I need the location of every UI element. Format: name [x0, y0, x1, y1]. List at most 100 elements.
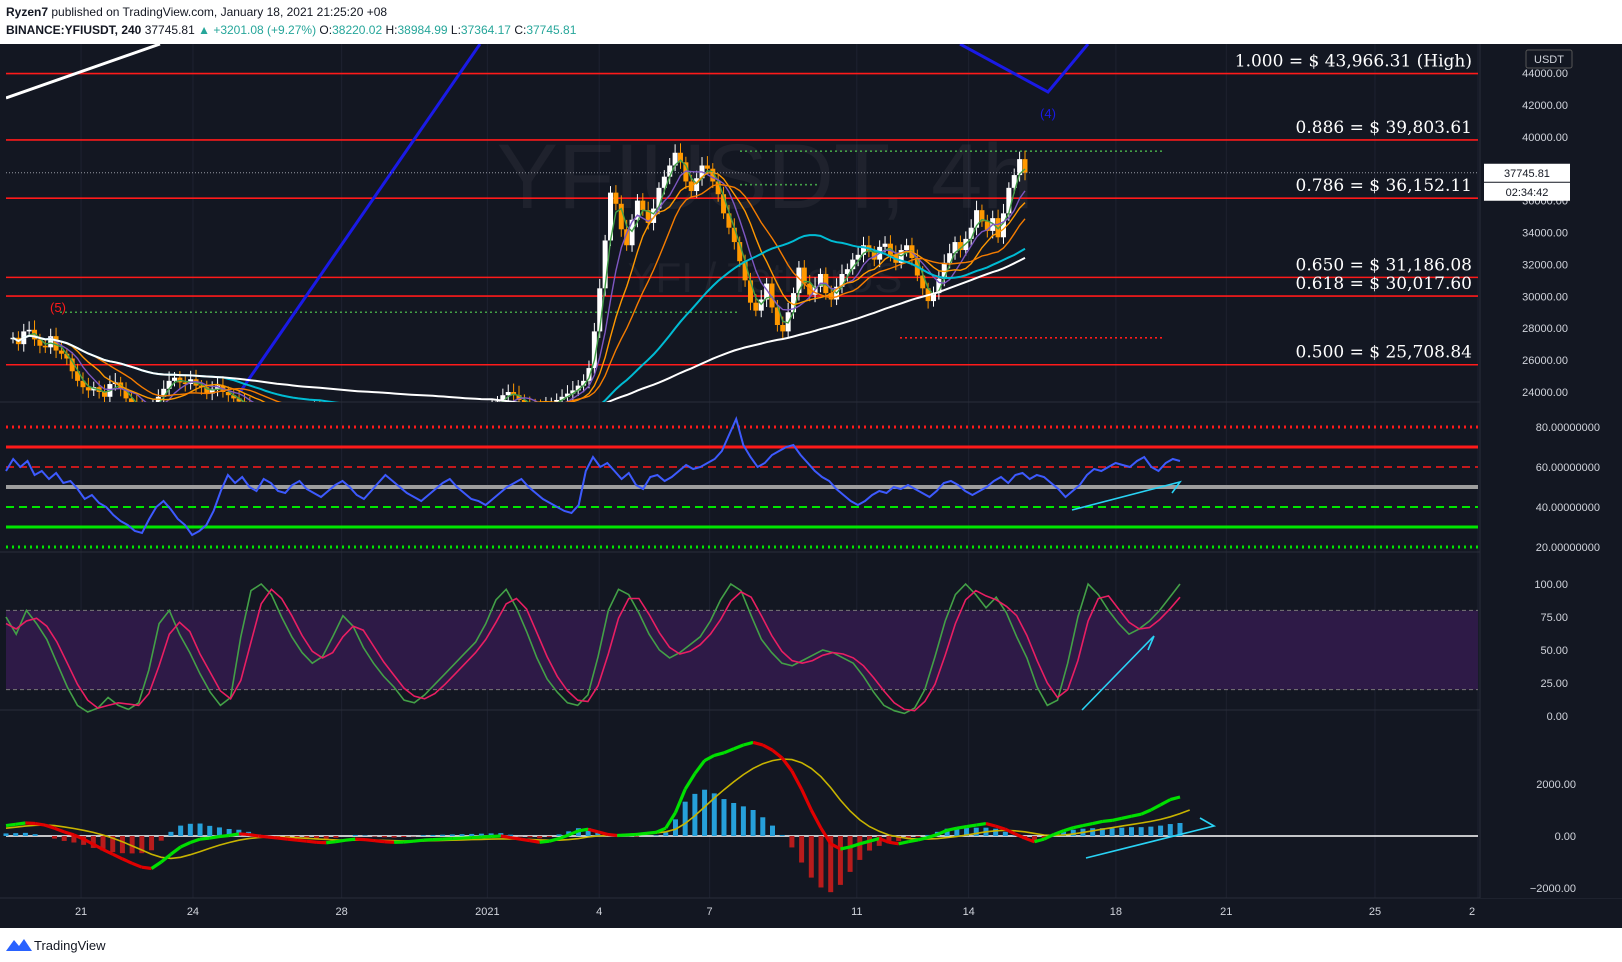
macd-tick: −2000.00	[1530, 883, 1576, 895]
macd-pane[interactable]	[3, 740, 1479, 893]
candle-body	[231, 395, 237, 399]
symbol-ohlc-line: BINANCE:YFIUSDT, 240 37745.81 ▲ +3201.08…	[6, 23, 576, 37]
candle-body	[500, 395, 506, 402]
macd-line-segment	[209, 834, 220, 840]
candle-body	[651, 208, 657, 223]
candle-body	[209, 388, 215, 394]
macd-histogram-bar	[440, 834, 446, 836]
macd-line-segment	[703, 753, 716, 763]
macd-line-segment	[82, 837, 95, 846]
macd-line-segment	[413, 838, 424, 843]
macd-line-segment	[780, 757, 794, 772]
macd-line-segment	[432, 837, 443, 842]
macd-line-segment	[500, 834, 511, 840]
macd-histogram-bar	[896, 836, 902, 842]
candle-body	[1022, 159, 1028, 173]
candle-body	[742, 261, 748, 281]
fib-label-4: 0.618 = $ 30,017.60	[1296, 274, 1472, 294]
macd-line-segment	[452, 836, 463, 841]
candle-body	[608, 192, 614, 241]
macd-histogram-bar	[32, 834, 38, 836]
candle-body	[694, 178, 700, 192]
macd-line-segment	[646, 830, 657, 835]
candle-body	[37, 339, 43, 346]
macd-line-segment	[673, 788, 687, 814]
rsi-pane[interactable]	[5, 416, 1478, 549]
macd-divergence-arrow	[1085, 817, 1217, 859]
macd-line-segment	[617, 833, 628, 838]
macd-histogram-bar	[449, 834, 455, 836]
macd-histogram-bar	[731, 802, 737, 836]
macd-histogram-bar	[61, 836, 67, 841]
macd-line-segment	[248, 832, 259, 838]
candle-body	[85, 387, 91, 391]
macd-histogram-bar	[1158, 825, 1164, 836]
macd-histogram-bar	[711, 793, 717, 836]
candle-body	[32, 329, 38, 340]
macd-line-segment	[683, 772, 697, 791]
macd-line-segment	[15, 821, 26, 826]
macd-line-segment	[1102, 818, 1113, 824]
macd-histogram-bar	[178, 825, 184, 836]
wave-line-blue-1	[238, 44, 482, 393]
macd-histogram-bar	[634, 836, 640, 837]
candle-body	[844, 269, 850, 274]
candle-body	[602, 240, 608, 289]
price-pane[interactable]: (4) (5)	[6, 44, 1478, 441]
candle-body	[564, 393, 570, 397]
candle-body	[554, 399, 560, 402]
macd-line-segment	[364, 838, 375, 843]
candle-body	[871, 251, 877, 260]
macd-line-segment	[1082, 821, 1094, 828]
macd-line-segment	[888, 840, 899, 846]
macd-line-segment	[228, 832, 240, 838]
macd-line-segment	[529, 839, 540, 844]
macd-line-segment	[607, 832, 618, 838]
macd-histogram-bar	[954, 827, 960, 836]
candle-body	[581, 380, 587, 386]
price-change: ▲ +3201.08 (+9.27%)	[198, 23, 317, 37]
macd-line-segment	[442, 837, 453, 841]
wave-line-white	[6, 44, 161, 100]
last-price-tag-text: 37745.81	[1504, 168, 1550, 180]
fib-labels: 1.000 = $ 43,966.31 (High) 0.886 = $ 39,8…	[1235, 52, 1472, 363]
candle-body	[769, 283, 775, 308]
candle-body	[613, 192, 619, 204]
macd-line-segment	[189, 837, 201, 845]
chart-canvas[interactable]: YFIUSDT, 4h YFI / TetherUS (4)(5) USDT44…	[0, 44, 1622, 928]
price-scale[interactable]: USDT44000.0042000.0040000.0036000.003400…	[1479, 44, 1622, 898]
price-tick: 28000.00	[1522, 323, 1568, 335]
macd-line-segment	[985, 821, 997, 828]
stoch-band	[6, 610, 1478, 690]
candle-body	[904, 245, 910, 251]
countdown-tag-text: 02:34:42	[1506, 187, 1549, 199]
wave-line-blue-2	[959, 44, 1090, 94]
candle-body	[661, 176, 667, 188]
macd-line-segment	[199, 836, 210, 841]
macd-line-segment	[258, 834, 269, 839]
macd-histogram-bar	[1109, 828, 1115, 836]
macd-line-segment	[25, 821, 36, 826]
price-tick: 40000.00	[1522, 132, 1568, 144]
macd-line-segment	[936, 828, 948, 836]
macd-histogram-bar	[226, 828, 232, 836]
macd-line-segment	[539, 839, 550, 844]
candle-body	[780, 325, 786, 332]
macd-histogram-bar	[740, 806, 746, 836]
macd-line-segment	[335, 838, 346, 844]
time-scale[interactable]: 21 24 28 2021 4 7 11 14 18 21 25 2	[75, 906, 1475, 918]
macd-histogram-bar	[828, 836, 834, 893]
last-price-tag	[1484, 163, 1570, 182]
stoch-rsi-pane[interactable]	[5, 582, 1478, 715]
price-tick: 30000.00	[1522, 291, 1568, 303]
macd-line-segment	[92, 842, 104, 851]
macd-line-segment	[355, 837, 366, 842]
macd-line-segment	[374, 839, 385, 844]
candle-body	[634, 200, 640, 220]
candle-body	[677, 152, 683, 163]
macd-histogram-bar	[52, 836, 58, 839]
macd-histogram-bar	[964, 827, 970, 836]
macd-line-segment	[384, 840, 395, 844]
stoch-tick: 75.00	[1540, 612, 1568, 624]
close-value: 37745.81	[526, 23, 577, 37]
